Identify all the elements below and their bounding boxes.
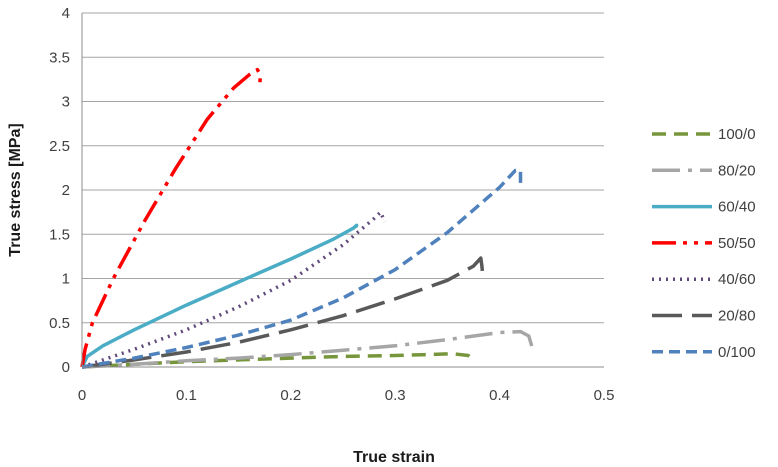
series-line-50-50 [80, 67, 263, 368]
y-tick-label: 2 [62, 182, 70, 199]
y-tick-label: 0.5 [49, 315, 70, 332]
y-tick-label: 3.5 [49, 49, 70, 66]
legend-label: 40/60 [718, 271, 756, 288]
series-lines [80, 67, 535, 369]
y-tick-label: 4 [62, 5, 70, 22]
series-line-100-0 [81, 351, 472, 369]
x-tick-label: 0.4 [489, 387, 510, 404]
y-tick-label: 0 [62, 359, 70, 376]
x-tick-label: 0.5 [594, 387, 615, 404]
series-line-80-20 [81, 329, 535, 369]
legend-label: 0/100 [718, 344, 756, 361]
x-tick-label: 0.1 [176, 387, 197, 404]
series-line-20-80 [81, 256, 485, 369]
legend-label: 60/40 [718, 199, 756, 216]
x-tick-labels: 0 0.1 0.2 0.3 0.4 0.5 [78, 387, 615, 404]
series-line-60-40 [80, 223, 359, 368]
y-tick-labels: 0 0.5 1 1.5 2 2.5 3 3.5 4 [49, 5, 70, 376]
y-tick-label: 2.5 [49, 138, 70, 155]
legend-label: 80/20 [718, 162, 756, 179]
x-axis-title: True strain [353, 449, 435, 466]
x-tick-label: 0.2 [280, 387, 301, 404]
axes [81, 13, 604, 368]
legend: 100/0 80/20 60/40 50/50 40/60 20/80 0/100 [652, 126, 756, 361]
y-axis-title: True stress [MPa] [7, 123, 24, 256]
series-line-40-60 [81, 210, 387, 369]
x-tick-label: 0 [78, 387, 86, 404]
legend-label: 50/50 [718, 235, 756, 252]
y-tick-label: 1 [62, 271, 70, 288]
legend-label: 100/0 [718, 126, 756, 143]
y-tick-label: 3 [62, 94, 70, 111]
gridlines [82, 12, 604, 324]
y-tick-label: 1.5 [49, 226, 70, 243]
x-tick-label: 0.3 [385, 387, 406, 404]
legend-label: 20/80 [718, 308, 756, 325]
